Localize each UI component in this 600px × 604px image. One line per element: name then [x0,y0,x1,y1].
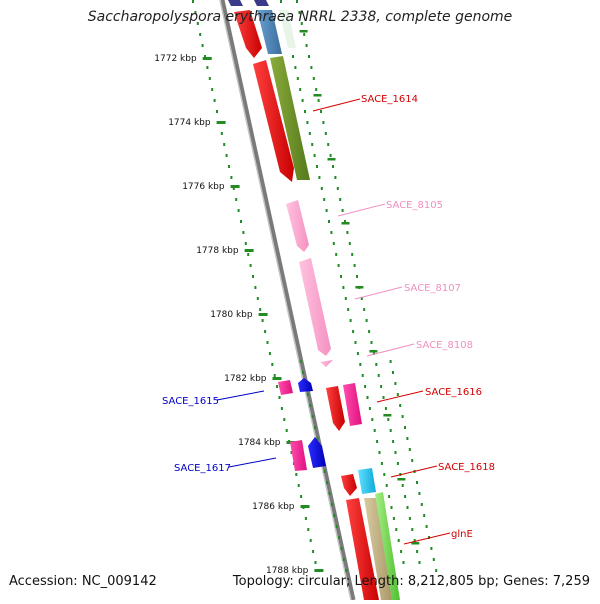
dotted-tracks [192,0,438,572]
gene-feature-red-1618[interactable] [341,474,357,496]
gene-feature-magenta-1615[interactable] [278,380,293,395]
gene-feature-blue-1617[interactable] [308,437,326,468]
gene-label-sace-8107[interactable]: SACE_8107 [404,283,461,294]
dotted-track-right-2 [296,0,421,564]
genome-backbone [219,0,356,601]
scale-tick-label: 1784 kbp [238,438,281,448]
gene-feature-green[interactable] [375,492,400,600]
dotted-track-scale [192,0,317,564]
gene-label-sace-1615[interactable]: SACE_1615 [162,396,219,407]
scale-tick-mark [300,505,310,508]
scale-tick-mark [230,185,240,188]
gene-feature-cyan-1618[interactable] [358,468,376,494]
gene-feature-magenta-1617[interactable] [290,440,307,471]
gene-label-sace-1618[interactable]: SACE_1618 [438,462,495,473]
gene-feature-pink-8105[interactable] [286,200,309,252]
scale-tick-mark [258,313,268,316]
gene-feature-pink-8108[interactable] [320,360,333,367]
right-track-ticks [299,30,420,545]
scale-tick-mark [202,57,212,60]
map-title: Saccharopolyspora erythraea NRRL 2338, c… [87,9,513,25]
scale-tick-label: 1774 kbp [168,118,211,128]
gene-feature-blue-1615[interactable] [298,378,313,392]
gene-feature-steelblue-top[interactable] [257,10,282,54]
gene-feature-red-1616[interactable] [326,386,345,431]
gene-feature-navy-top[interactable] [228,0,243,6]
scale-tick-label: 1788 kbp [266,566,309,576]
scale-tick-label: 1780 kbp [210,310,253,320]
gene-label-glne[interactable]: glnE [451,529,473,540]
scale-tick-mark [272,377,282,380]
gene-labels: SACE_1614 SACE_8105 SACE_8107 SACE_8108 … [162,94,495,545]
scale-tick-label: 1778 kbp [196,246,239,256]
scale-tick-mark [244,249,254,252]
accession-text: Accession: NC_009142 [9,574,157,589]
gene-feature-navy-top-2[interactable] [254,0,269,6]
gene-label-sace-8105[interactable]: SACE_8105 [386,200,443,211]
gene-label-sace-1616[interactable]: SACE_1616 [425,387,482,398]
gene-feature-magenta-1616[interactable] [343,383,362,426]
gene-feature-red-glne[interactable] [346,498,379,600]
gene-feature-olive[interactable] [270,56,310,180]
scale-tick-label: 1786 kbp [252,502,295,512]
genome-summary-text: Topology: circular; Length: 8,212,805 bp… [232,574,590,589]
gene-label-sace-1617[interactable]: SACE_1617 [174,463,231,474]
gene-feature-red-top[interactable] [234,10,262,58]
scale-tick-label: 1776 kbp [182,182,225,192]
gene-feature-red-1[interactable] [253,60,294,182]
gene-feature-pink-8107[interactable] [299,258,331,356]
gene-label-sace-8108[interactable]: SACE_8108 [416,340,473,351]
scale-tick-mark [216,121,226,124]
scale-tick-mark [314,569,324,572]
dotted-track-right-1 [280,0,405,564]
scale-tick-label: 1772 kbp [154,54,197,64]
gene-feature-tan[interactable] [364,498,393,600]
gene-features [228,0,400,600]
scale-tick-label: 1782 kbp [224,374,267,384]
gene-feature-white-top[interactable] [279,10,296,48]
gene-label-sace-1614[interactable]: SACE_1614 [361,94,418,105]
